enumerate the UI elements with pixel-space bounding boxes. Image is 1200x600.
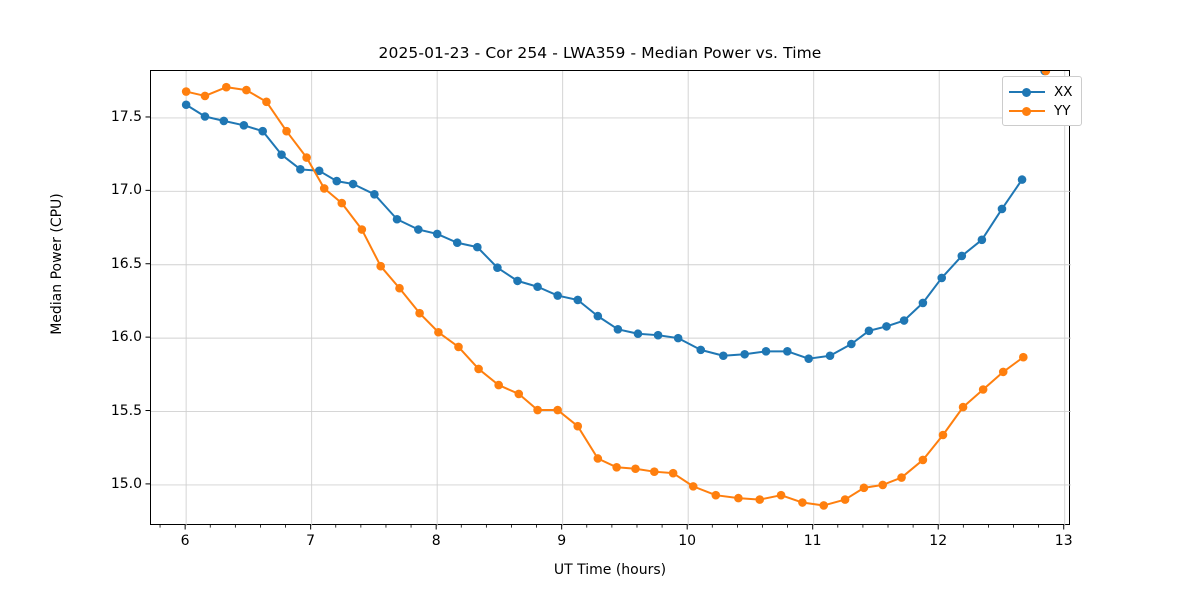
y-tick-label: 15.5 bbox=[110, 402, 142, 419]
y-tick-label: 16.5 bbox=[110, 255, 142, 272]
x-axis-label: UT Time (hours) bbox=[553, 562, 667, 578]
x-tick-label: 10 bbox=[678, 533, 697, 549]
legend-marker-icon bbox=[1009, 85, 1045, 99]
x-tick-label: 6 bbox=[180, 533, 190, 549]
chart-title: 2025-01-23 - Cor 254 - LWA359 - Median P… bbox=[378, 44, 822, 62]
series-XX bbox=[181, 71, 1049, 363]
y-axis-label: Median Power (CPU) bbox=[49, 193, 65, 335]
plot-area bbox=[150, 70, 1071, 526]
chart-plot-svg bbox=[151, 71, 1071, 526]
y-tick-label: 17.0 bbox=[110, 182, 142, 199]
x-tick-label: 13 bbox=[1054, 533, 1073, 549]
legend-item-xx[interactable]: XX bbox=[1009, 82, 1073, 101]
y-tick-label: 16.0 bbox=[110, 329, 142, 346]
y-axis-tick-labels: 15.0 15.5 16.0 16.5 17.0 17.5 bbox=[90, 70, 142, 525]
x-tick-label: 12 bbox=[929, 533, 948, 549]
legend-label: XX bbox=[1054, 83, 1073, 100]
series-YY bbox=[181, 71, 1051, 510]
legend-marker-icon bbox=[1009, 104, 1045, 118]
legend-item-yy[interactable]: YY bbox=[1009, 101, 1073, 120]
x-tick-label: 9 bbox=[557, 533, 567, 549]
x-tick-label: 8 bbox=[431, 533, 441, 549]
x-tick-label: 7 bbox=[306, 533, 316, 549]
chart-legend: XX YY bbox=[1002, 76, 1082, 126]
y-tick-label: 15.0 bbox=[110, 475, 142, 492]
legend-label: YY bbox=[1054, 102, 1071, 119]
gridlines bbox=[151, 71, 1071, 526]
x-axis-tick-labels: 6 7 8 9 10 11 12 13 bbox=[150, 533, 1073, 553]
x-tick-label: 11 bbox=[803, 533, 822, 549]
y-tick-label: 17.5 bbox=[110, 108, 142, 125]
